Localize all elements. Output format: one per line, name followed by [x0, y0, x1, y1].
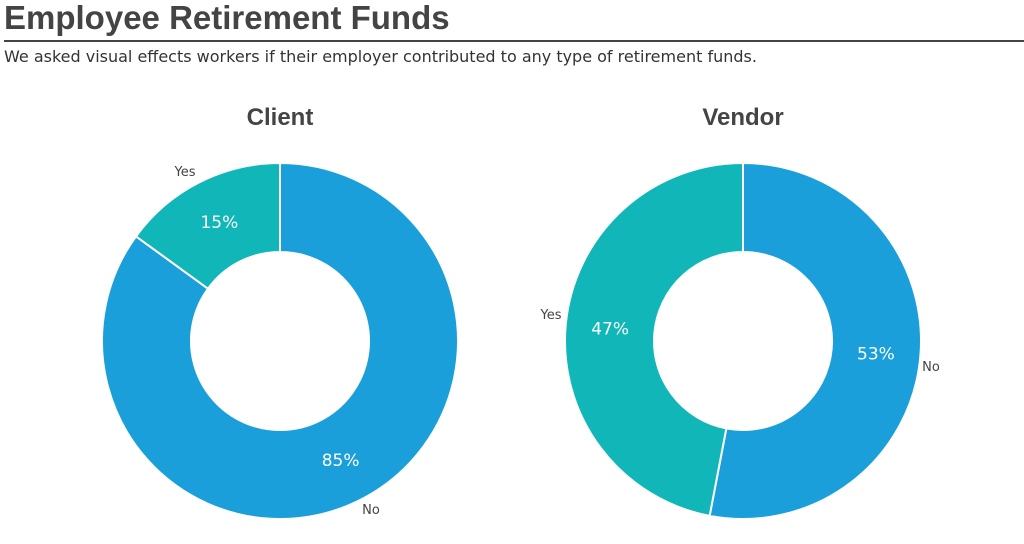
value-label-vendor-yes: 47%: [591, 319, 629, 339]
category-label-vendor-yes: Yes: [540, 308, 562, 323]
category-label-client-yes: Yes: [174, 165, 196, 180]
chart-title-vendor: Vendor: [702, 104, 783, 131]
title-divider: [4, 40, 1024, 42]
slice-client-yes: [134, 161, 281, 291]
category-label-vendor-no: No: [922, 360, 940, 375]
chart-vendor: Vendor 53% 47% No Yes: [540, 104, 940, 520]
value-label-vendor-no: 53%: [857, 345, 895, 365]
value-label-client-no: 85%: [322, 451, 360, 471]
slice-vendor-yes: [564, 161, 744, 518]
category-label-client-no: No: [362, 503, 380, 518]
chart-title-client: Client: [247, 104, 314, 131]
page-title: Employee Retirement Funds: [4, 0, 450, 36]
slice-client-no: [101, 161, 459, 520]
slice-vendor-no: [708, 161, 922, 520]
value-label-client-yes: 15%: [200, 213, 238, 233]
page-subtitle: We asked visual effects workers if their…: [4, 47, 757, 66]
chart-client: Client 85% 15% No Yes: [101, 104, 459, 520]
